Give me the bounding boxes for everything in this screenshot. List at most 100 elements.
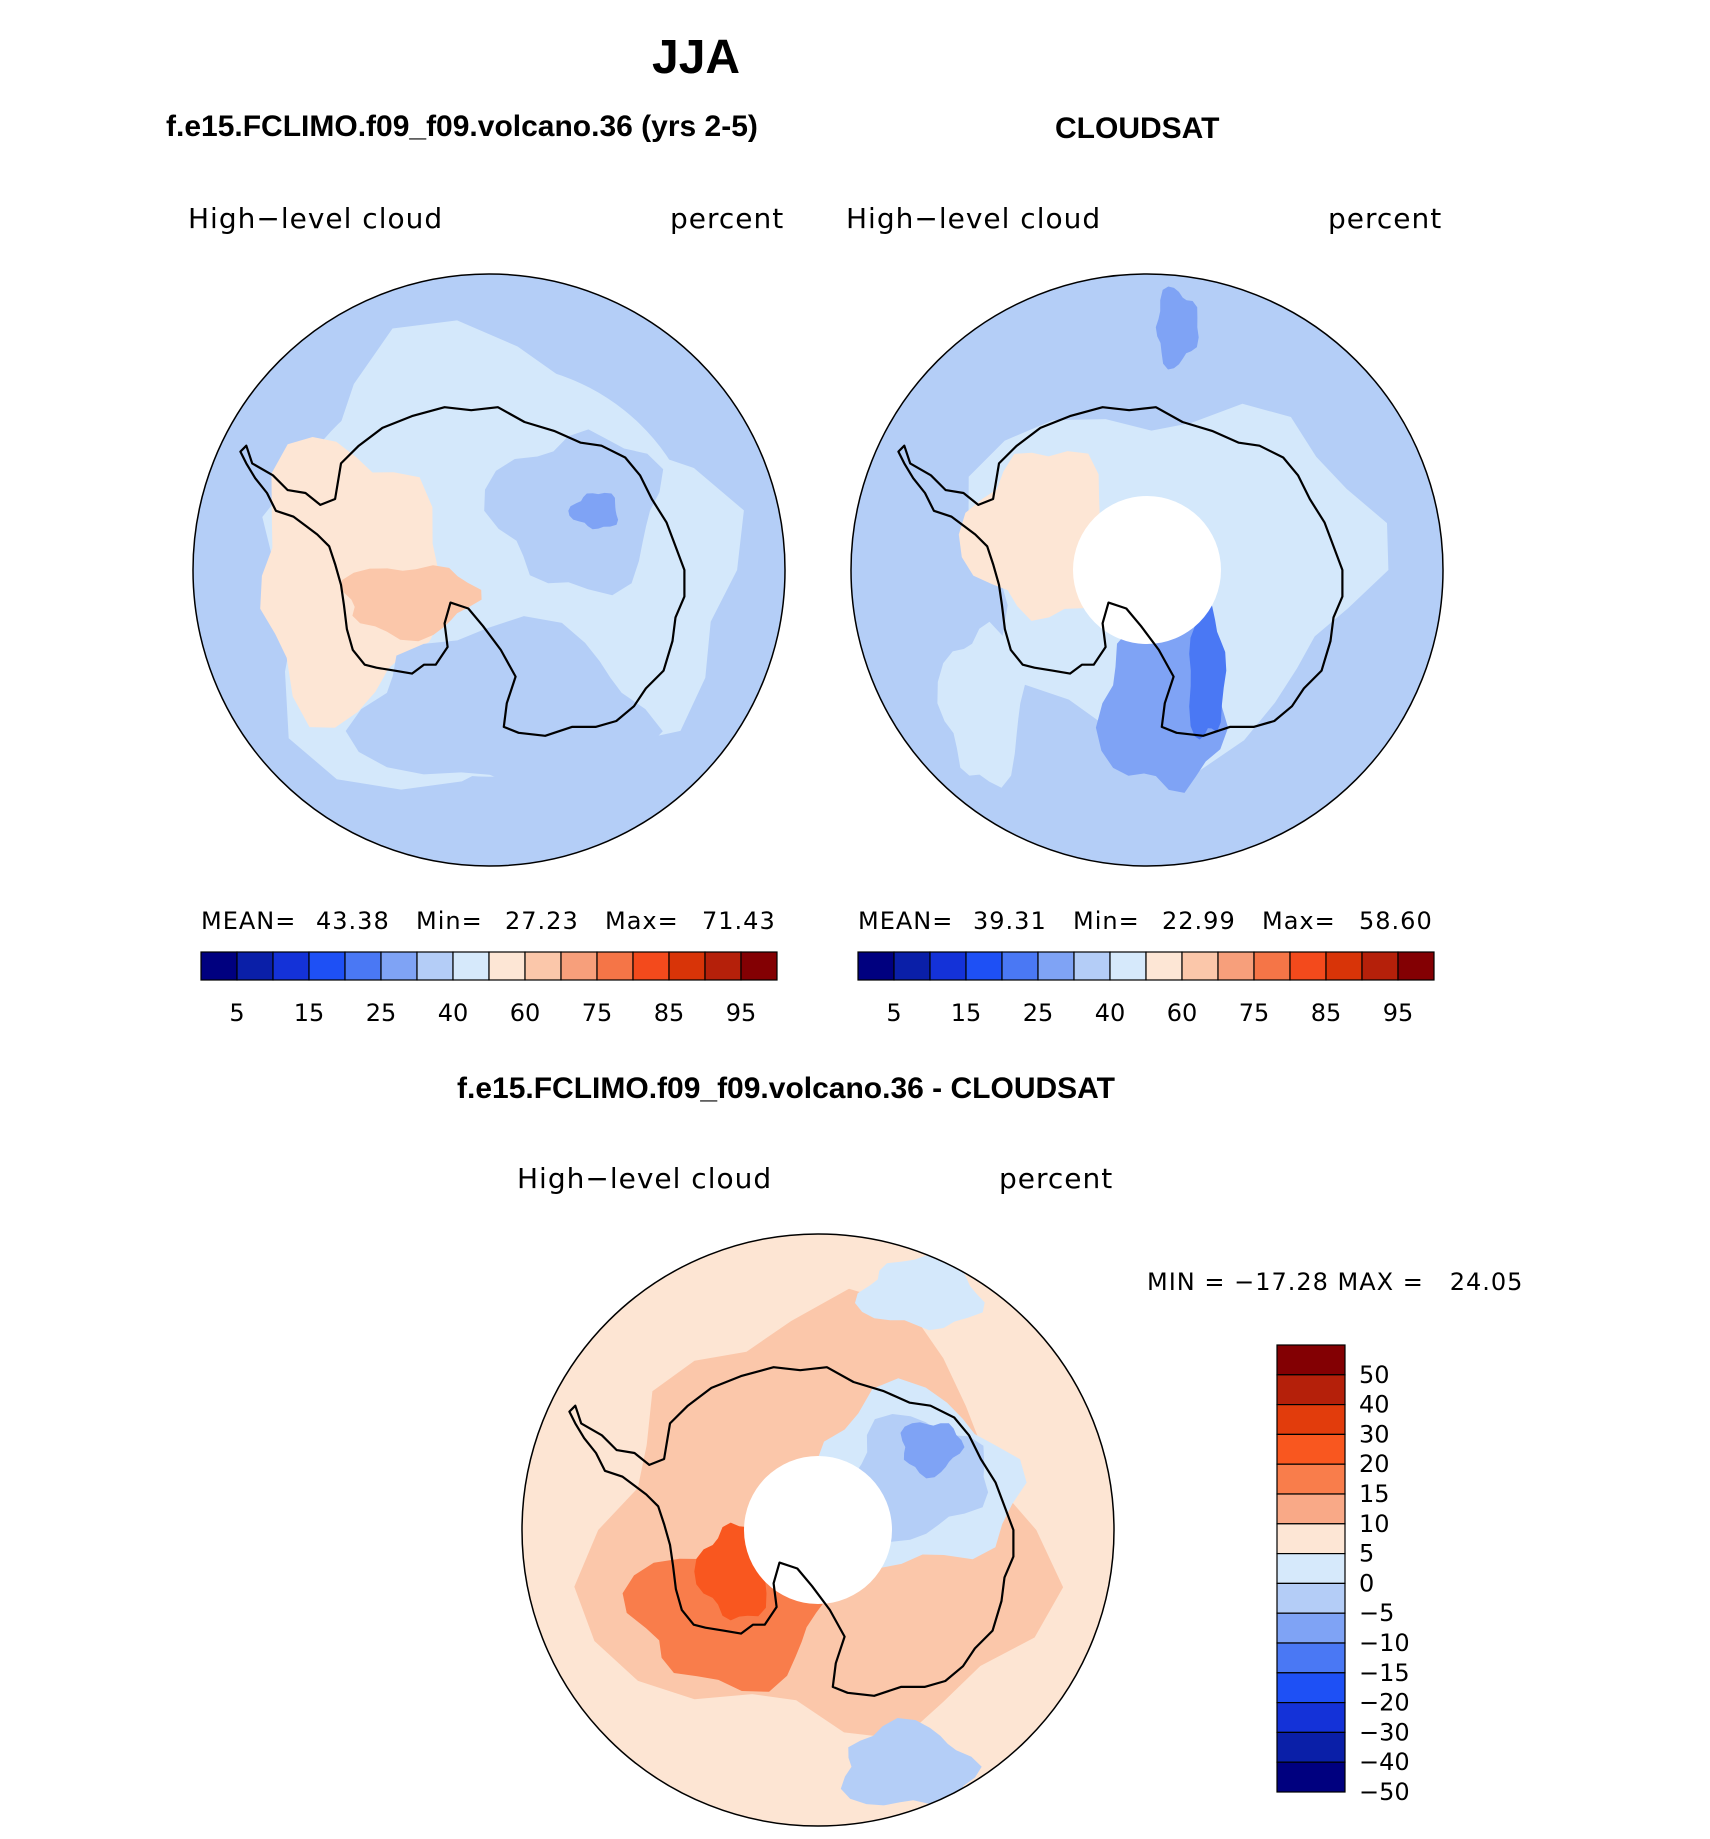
colorbar-3-label: 10 bbox=[1359, 1510, 1390, 1538]
map-2-antarctica-coastline bbox=[897, 406, 1344, 737]
colorbar-3-label: −40 bbox=[1359, 1748, 1410, 1776]
colorbar-2-swatch bbox=[1073, 951, 1111, 981]
colorbar-3-label: −50 bbox=[1359, 1778, 1410, 1806]
colorbar-1-swatch bbox=[452, 951, 490, 981]
panel-1-mean-label: MEAN= bbox=[201, 907, 297, 935]
colorbar-1-label: 15 bbox=[294, 999, 325, 1027]
colorbar-2-swatch bbox=[1001, 951, 1039, 981]
colorbar-2-swatch bbox=[1145, 951, 1183, 981]
colorbar-1-label: 95 bbox=[726, 999, 757, 1027]
colorbar-2-swatch bbox=[893, 951, 931, 981]
colorbar-3-swatch bbox=[1276, 1672, 1346, 1704]
colorbar-1-swatch bbox=[524, 951, 562, 981]
colorbar-2-swatch bbox=[1109, 951, 1147, 981]
panel-2-min-label: Min= bbox=[1073, 907, 1140, 935]
panel-1-mean-value: 43.38 bbox=[316, 907, 390, 935]
colorbar-3-label: 40 bbox=[1359, 1391, 1390, 1419]
colorbar-1-swatch bbox=[632, 951, 670, 981]
colorbar-3-label: 5 bbox=[1359, 1540, 1374, 1568]
colorbar-3-label: −15 bbox=[1359, 1659, 1410, 1687]
colorbar-3-swatch bbox=[1276, 1344, 1346, 1376]
colorbar-2-swatch bbox=[857, 951, 895, 981]
colorbar-1-label: 60 bbox=[510, 999, 541, 1027]
panel-3-title: f.e15.FCLIMO.f09_f09.volcano.36 - CLOUDS… bbox=[457, 1072, 1115, 1105]
colorbar-2-swatch bbox=[1037, 951, 1075, 981]
panel-2-units-label: percent bbox=[1328, 202, 1443, 235]
colorbar-2-label: 15 bbox=[951, 999, 982, 1027]
colorbar-2-label: 75 bbox=[1239, 999, 1270, 1027]
panel-1-min-value: 27.23 bbox=[505, 907, 579, 935]
colorbar-3-label: 20 bbox=[1359, 1450, 1390, 1478]
map-2-ross-sea-core-region bbox=[1189, 587, 1227, 740]
panel-2-max-value: 58.60 bbox=[1359, 907, 1433, 935]
panel-2-title: CLOUDSAT bbox=[1055, 112, 1220, 145]
colorbar-1-label: 25 bbox=[366, 999, 397, 1027]
panel-1-variable-label: High−level cloud bbox=[188, 202, 444, 235]
map-1-antarctica-coastline bbox=[239, 406, 686, 737]
colorbar-2-swatch bbox=[1253, 951, 1291, 981]
colorbar-3-swatch bbox=[1276, 1463, 1346, 1495]
colorbar-3-label: −10 bbox=[1359, 1629, 1410, 1657]
colorbar-1-swatch bbox=[740, 951, 778, 981]
colorbar-3-label: −20 bbox=[1359, 1689, 1410, 1717]
map-2-border bbox=[850, 273, 1444, 867]
panel-1-min-label: Min= bbox=[416, 907, 483, 935]
colorbar-3-swatch bbox=[1276, 1701, 1346, 1733]
colorbar-1-swatch bbox=[236, 951, 274, 981]
map-3-pole-hole bbox=[744, 1456, 892, 1604]
colorbar-2-swatch bbox=[965, 951, 1003, 981]
colorbar-2-swatch bbox=[1397, 951, 1435, 981]
panel-1-title: f.e15.FCLIMO.f09_f09.volcano.36 (yrs 2-5… bbox=[166, 110, 758, 143]
colorbar-2-swatch bbox=[1361, 951, 1399, 981]
map-3 bbox=[522, 1234, 1114, 1826]
colorbar-2-swatch bbox=[1325, 951, 1363, 981]
colorbar-3-label: −30 bbox=[1359, 1718, 1410, 1746]
colorbar-1-label: 5 bbox=[229, 999, 244, 1027]
colorbar-1-swatch bbox=[380, 951, 418, 981]
panel-2-mean-value: 39.31 bbox=[973, 907, 1047, 935]
map-3-east-antarctic-core-region bbox=[900, 1422, 965, 1479]
map-2-north-medium-patch bbox=[1155, 286, 1199, 370]
map-2 bbox=[851, 274, 1443, 866]
colorbar-1-swatch bbox=[488, 951, 526, 981]
map-1-peninsula-salmon-region bbox=[341, 565, 482, 642]
colorbar-2-label: 25 bbox=[1023, 999, 1054, 1027]
colorbar-2-label: 95 bbox=[1383, 999, 1414, 1027]
colorbar-2-label: 5 bbox=[886, 999, 901, 1027]
map-1-border bbox=[192, 273, 786, 867]
colorbar-3-swatch bbox=[1276, 1523, 1346, 1555]
panel-2-max-label: Max= bbox=[1262, 907, 1336, 935]
panel-1-units-label: percent bbox=[670, 202, 785, 235]
colorbar-3-label: 30 bbox=[1359, 1420, 1390, 1448]
panel-1-max-value: 71.43 bbox=[702, 907, 776, 935]
colorbar-1-swatch bbox=[416, 951, 454, 981]
map-2-pacific-light-streak bbox=[937, 621, 1027, 788]
colorbar-2-swatch bbox=[1217, 951, 1255, 981]
map-3-south-blue-patch bbox=[840, 1718, 982, 1806]
panel-2-mean-label: MEAN= bbox=[858, 907, 954, 935]
colorbar-2-label: 60 bbox=[1167, 999, 1198, 1027]
colorbar-1-swatch bbox=[344, 951, 382, 981]
colorbar-1-label: 85 bbox=[654, 999, 685, 1027]
map-1-east-antarctic-core-region bbox=[568, 492, 619, 530]
figure-title: JJA bbox=[652, 31, 741, 84]
colorbar-3-swatch bbox=[1276, 1612, 1346, 1644]
panel-3-variable-label: High−level cloud bbox=[517, 1162, 773, 1195]
colorbar-1-swatch bbox=[596, 951, 634, 981]
colorbar-3-label: −5 bbox=[1359, 1599, 1394, 1627]
panel-1-max-label: Max= bbox=[605, 907, 679, 935]
panel-3-units-label: percent bbox=[999, 1162, 1114, 1195]
colorbar-3-swatch bbox=[1276, 1403, 1346, 1435]
colorbar-2-swatch bbox=[1181, 951, 1219, 981]
panel-2-variable-label: High−level cloud bbox=[846, 202, 1102, 235]
panel-3-min-max-stats: MIN = −17.28 MAX = 24.05 bbox=[1147, 1268, 1524, 1296]
colorbar-1-swatch bbox=[272, 951, 310, 981]
map-3-antarctica-coastline bbox=[568, 1366, 1015, 1697]
colorbar-1-swatch bbox=[668, 951, 706, 981]
colorbar-2-label: 40 bbox=[1095, 999, 1126, 1027]
colorbar-1-swatch bbox=[704, 951, 742, 981]
colorbar-1-swatch bbox=[560, 951, 598, 981]
colorbar-3-label: 50 bbox=[1359, 1361, 1390, 1389]
colorbar-3-swatch bbox=[1276, 1433, 1346, 1465]
